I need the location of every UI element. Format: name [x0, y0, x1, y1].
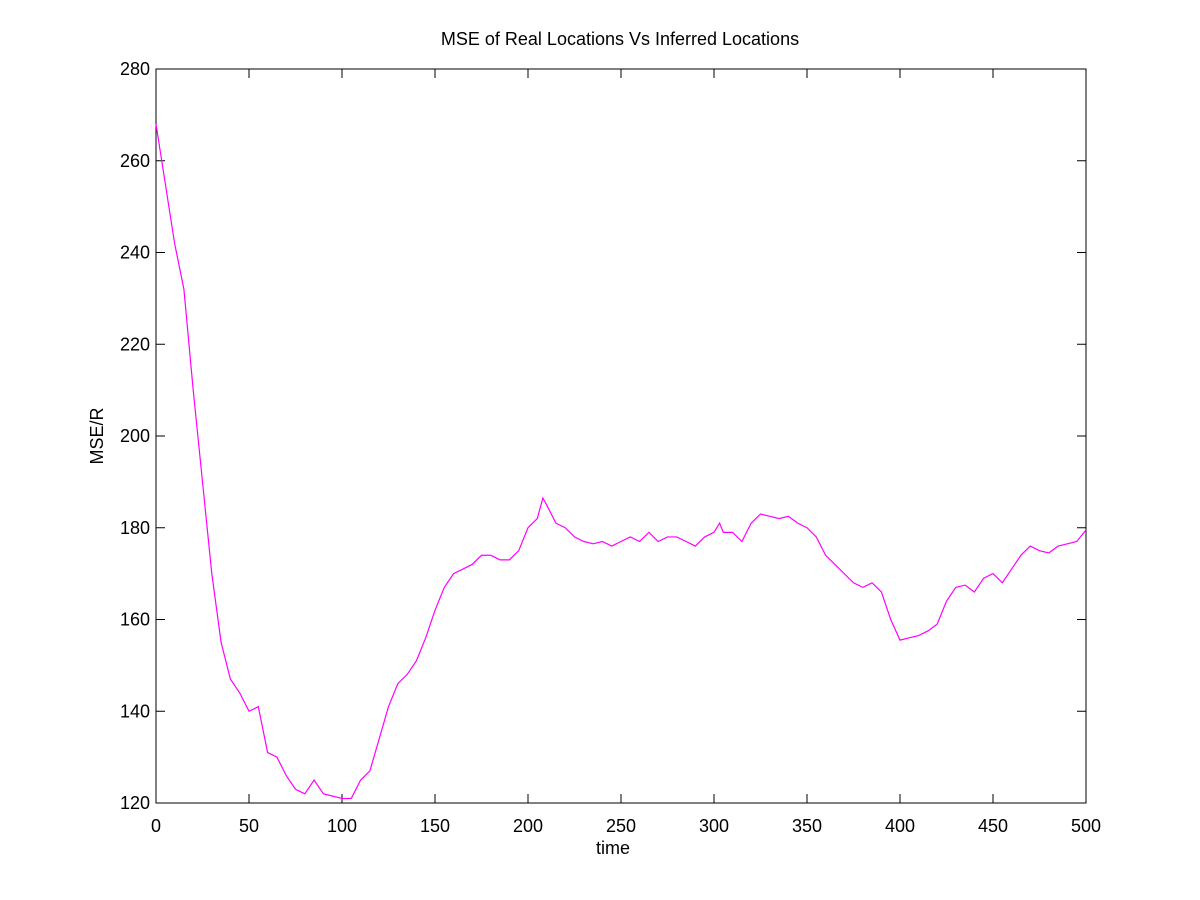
x-tick-label: 0 [151, 816, 161, 836]
y-tick-label: 240 [120, 243, 150, 263]
y-axis-label: MSE/R [87, 407, 107, 464]
x-tick-label: 150 [420, 816, 450, 836]
data-line [155, 123, 1087, 800]
x-tick-label: 250 [606, 816, 636, 836]
y-tick-label: 280 [120, 59, 150, 79]
y-tick-label: 140 [120, 701, 150, 721]
x-tick-label: 400 [885, 816, 915, 836]
x-tick-label: 200 [513, 816, 543, 836]
y-tick-label: 220 [120, 334, 150, 354]
y-tick-label: 200 [120, 426, 150, 446]
x-tick-label: 350 [792, 816, 822, 836]
y-tick-label: 180 [120, 518, 150, 538]
x-tick-label: 300 [699, 816, 729, 836]
x-axis-label: time [596, 838, 630, 858]
chart-title: MSE of Real Locations Vs Inferred Locati… [441, 29, 799, 49]
y-tick-label: 160 [120, 610, 150, 630]
y-tick-label: 260 [120, 151, 150, 171]
x-tick-label: 450 [978, 816, 1008, 836]
x-tick-label: 500 [1071, 816, 1101, 836]
x-tick-label: 50 [239, 816, 259, 836]
x-tick-label: 100 [327, 816, 357, 836]
y-tick-label: 120 [120, 793, 150, 813]
